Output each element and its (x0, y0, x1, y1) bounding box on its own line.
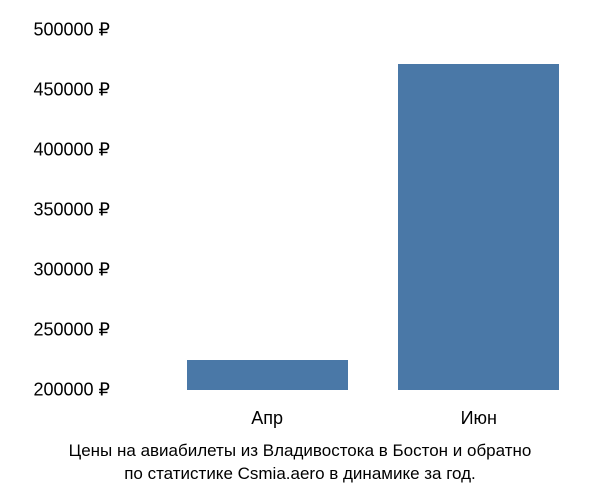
x-axis: Апр Июн (120, 408, 580, 438)
y-tick-label: 200000 ₽ (10, 380, 110, 401)
price-bar-chart: 200000 ₽ 250000 ₽ 300000 ₽ 350000 ₽ 400000 ₽… (10, 20, 590, 440)
plot-area (120, 20, 580, 400)
y-tick-label: 350000 ₽ (10, 200, 110, 221)
y-tick-label: 300000 ₽ (10, 260, 110, 281)
y-tick-label: 500000 ₽ (10, 20, 110, 41)
caption-line-2: по статистике Csmia.aero в динамике за г… (124, 464, 476, 483)
y-tick-label: 400000 ₽ (10, 140, 110, 161)
x-tick-label: Июн (461, 408, 497, 429)
y-tick-label: 250000 ₽ (10, 320, 110, 341)
x-tick-label: Апр (251, 408, 283, 429)
bar (398, 64, 559, 390)
y-tick-label: 450000 ₽ (10, 80, 110, 101)
chart-caption: Цены на авиабилеты из Владивостока в Бос… (0, 440, 600, 486)
y-axis: 200000 ₽ 250000 ₽ 300000 ₽ 350000 ₽ 400000 ₽… (10, 20, 120, 400)
caption-line-1: Цены на авиабилеты из Владивостока в Бос… (69, 441, 532, 460)
bar (187, 360, 348, 390)
